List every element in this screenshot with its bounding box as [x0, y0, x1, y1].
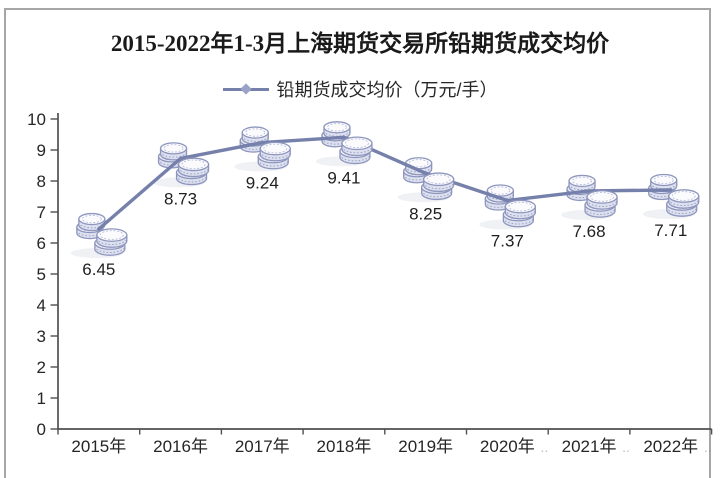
x-tick-label: 2016年 — [153, 437, 208, 455]
legend-label: 铅期货成交均价（万元/手） — [276, 80, 498, 100]
data-line — [97, 135, 673, 231]
data-label: 7.68 — [573, 222, 606, 241]
x-tick-label: 2019年 — [398, 437, 453, 455]
x-tick-label: 2017年 — [235, 437, 290, 455]
y-tick-label: 5 — [37, 265, 46, 284]
legend: 铅期货成交均价（万元/手） — [0, 78, 720, 100]
y-tick-label: 2 — [37, 358, 46, 377]
clipped-label-dots: .. — [622, 439, 630, 455]
data-label: 6.45 — [82, 260, 115, 279]
coin-stack-front-icon — [257, 141, 291, 170]
y-tick-label: 6 — [37, 234, 46, 253]
data-label: 8.25 — [409, 204, 442, 223]
y-tick-label: 0 — [37, 420, 46, 439]
data-label: 9.41 — [327, 168, 360, 187]
data-label: 7.37 — [491, 232, 524, 251]
clipped-label-dots: .. — [704, 439, 712, 455]
y-tick-label: 3 — [37, 327, 46, 346]
chart-title: 2015-2022年1-3月上海期货交易所铅期货成交均价 — [110, 31, 610, 56]
coin-stack-front-icon — [420, 172, 455, 201]
y-tick-label: 4 — [37, 296, 46, 315]
x-axis — [57, 428, 713, 435]
line-chart: 0 1 2 3 4 5 6 7 8 9 10 2015年 2016年 2017年 2018年 2019年 202… — [27, 110, 713, 455]
data-label: 8.73 — [164, 189, 197, 208]
y-tick-label: 9 — [37, 141, 46, 160]
legend-line-marker — [222, 82, 269, 95]
y-tick-label: 1 — [37, 389, 46, 408]
y-axis-labels: 0 1 2 3 4 5 6 7 8 9 10 — [27, 110, 46, 439]
coin-stack-front-icon — [584, 190, 618, 218]
y-axis — [50, 113, 59, 430]
x-axis-labels: 2015年 2016年 2017年 2018年 2019年 2020年.. 2021年.. 2… — [71, 437, 711, 455]
x-tick-label: 2022年 — [643, 437, 698, 455]
x-tick-label: 2018年 — [317, 437, 372, 455]
coin-stack-front-icon — [175, 157, 210, 186]
x-tick-label: 2015年 — [71, 437, 126, 455]
y-tick-label: 8 — [37, 172, 46, 191]
x-tick-label: 2021年 — [562, 437, 617, 455]
data-label: 9.24 — [246, 174, 279, 193]
y-tick-label: 7 — [37, 203, 46, 222]
clipped-label-dots: .. — [540, 439, 548, 455]
x-tick-label: 2020年 — [480, 437, 535, 455]
y-tick-label: 10 — [27, 110, 46, 129]
data-label: 7.71 — [654, 221, 687, 240]
coin-stack-front-icon — [666, 189, 700, 217]
coin-stack-front-icon — [339, 136, 373, 165]
data-labels: 6.45 8.73 9.24 9.41 8.25 7.37 7.68 7.71 — [82, 168, 687, 279]
coin-stack-front-icon — [94, 228, 128, 256]
coin-stack-front-icon — [502, 199, 536, 228]
